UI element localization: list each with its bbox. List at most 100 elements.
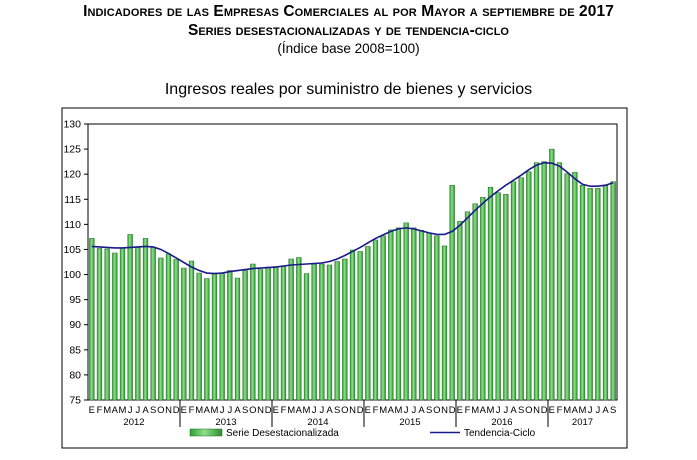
x-month-label: J bbox=[135, 405, 140, 416]
bar bbox=[104, 248, 110, 401]
bar bbox=[280, 266, 287, 401]
x-month-label: S bbox=[334, 405, 340, 416]
bar bbox=[188, 260, 195, 401]
bar bbox=[135, 247, 141, 401]
x-month-label: A bbox=[602, 405, 609, 416]
chart-title: Ingresos reales por suministro de bienes… bbox=[164, 81, 533, 98]
x-month-label: D bbox=[449, 405, 456, 416]
bar bbox=[349, 249, 356, 401]
bar bbox=[380, 235, 386, 401]
bar bbox=[319, 263, 325, 401]
bar bbox=[556, 162, 563, 401]
y-tick-label: 125 bbox=[63, 144, 81, 156]
y-tick-label: 105 bbox=[63, 244, 81, 256]
bar bbox=[250, 263, 256, 401]
x-month-label: M bbox=[563, 405, 571, 416]
index-base-note: (Índice base 2008=100) bbox=[277, 41, 420, 56]
x-month-label: J bbox=[227, 405, 232, 416]
bar bbox=[610, 181, 616, 401]
x-month-label: M bbox=[395, 405, 403, 416]
bar bbox=[464, 211, 471, 401]
x-month-label: A bbox=[388, 405, 395, 416]
x-month-label: O bbox=[525, 405, 532, 416]
x-month-label: N bbox=[441, 405, 448, 416]
x-month-label: O bbox=[341, 405, 348, 416]
bar bbox=[181, 267, 187, 401]
x-year-label: 2015 bbox=[399, 417, 420, 428]
bar bbox=[365, 246, 371, 401]
bar bbox=[311, 263, 317, 401]
x-month-label: E bbox=[89, 405, 95, 416]
bar bbox=[449, 184, 455, 401]
x-month-label: D bbox=[357, 405, 364, 416]
bar bbox=[510, 181, 517, 401]
x-month-label: J bbox=[128, 405, 133, 416]
x-month-label: N bbox=[533, 405, 540, 416]
x-month-label: S bbox=[426, 405, 432, 416]
x-month-label: F bbox=[373, 405, 379, 416]
bar bbox=[426, 232, 432, 401]
x-month-label: J bbox=[588, 405, 593, 416]
x-month-label: M bbox=[119, 405, 127, 416]
x-year-label: 2012 bbox=[123, 417, 144, 428]
x-month-label: A bbox=[204, 405, 211, 416]
bar bbox=[395, 227, 402, 401]
x-month-label: M bbox=[487, 405, 495, 416]
x-year-label: 2013 bbox=[215, 417, 236, 428]
x-month-label: J bbox=[503, 405, 508, 416]
bar bbox=[357, 251, 363, 401]
bar bbox=[549, 148, 555, 401]
x-month-label: E bbox=[365, 405, 371, 416]
bar bbox=[204, 278, 210, 401]
x-month-label: J bbox=[411, 405, 416, 416]
bar bbox=[227, 270, 233, 401]
x-month-label: M bbox=[379, 405, 387, 416]
x-month-label: D bbox=[265, 405, 272, 416]
x-month-label: A bbox=[112, 405, 119, 416]
bar bbox=[326, 264, 333, 401]
bar bbox=[265, 266, 271, 401]
bar bbox=[518, 177, 524, 401]
legend-bar-label: Serie Desestacionalizada bbox=[226, 428, 339, 439]
x-month-label: J bbox=[319, 405, 324, 416]
bar bbox=[219, 272, 225, 401]
x-month-label: O bbox=[433, 405, 440, 416]
bar bbox=[96, 248, 103, 401]
bar bbox=[411, 227, 417, 401]
trend-line bbox=[91, 161, 614, 275]
y-tick-label: 120 bbox=[63, 169, 81, 181]
y-tick-label: 100 bbox=[63, 269, 81, 281]
x-month-label: A bbox=[234, 405, 241, 416]
x-month-label: M bbox=[303, 405, 311, 416]
x-month-label: A bbox=[418, 405, 425, 416]
x-month-label: A bbox=[326, 405, 333, 416]
x-month-label: A bbox=[510, 405, 517, 416]
bar bbox=[150, 246, 156, 401]
x-month-label: S bbox=[242, 405, 248, 416]
x-month-label: S bbox=[150, 405, 156, 416]
bar bbox=[142, 238, 149, 401]
x-month-label: M bbox=[471, 405, 479, 416]
bar bbox=[372, 239, 379, 401]
x-month-label: A bbox=[480, 405, 487, 416]
x-month-label: F bbox=[97, 405, 103, 416]
x-month-label: M bbox=[211, 405, 219, 416]
bar bbox=[533, 162, 540, 401]
bar bbox=[173, 259, 179, 401]
chart-frame bbox=[61, 107, 628, 449]
y-tick-label: 115 bbox=[64, 194, 81, 206]
x-month-label: M bbox=[195, 405, 203, 416]
x-month-label: J bbox=[404, 405, 409, 416]
x-month-label: F bbox=[281, 405, 287, 416]
report-subtitle: Series desestacionalizadas y de tendenci… bbox=[188, 22, 509, 39]
x-month-label: M bbox=[103, 405, 111, 416]
y-tick-label: 85 bbox=[69, 344, 81, 356]
bar bbox=[441, 245, 448, 401]
bar bbox=[257, 269, 264, 401]
x-month-label: D bbox=[541, 405, 548, 416]
bar bbox=[127, 234, 133, 401]
bar bbox=[418, 230, 425, 401]
bar bbox=[273, 266, 279, 401]
x-month-label: E bbox=[181, 405, 187, 416]
